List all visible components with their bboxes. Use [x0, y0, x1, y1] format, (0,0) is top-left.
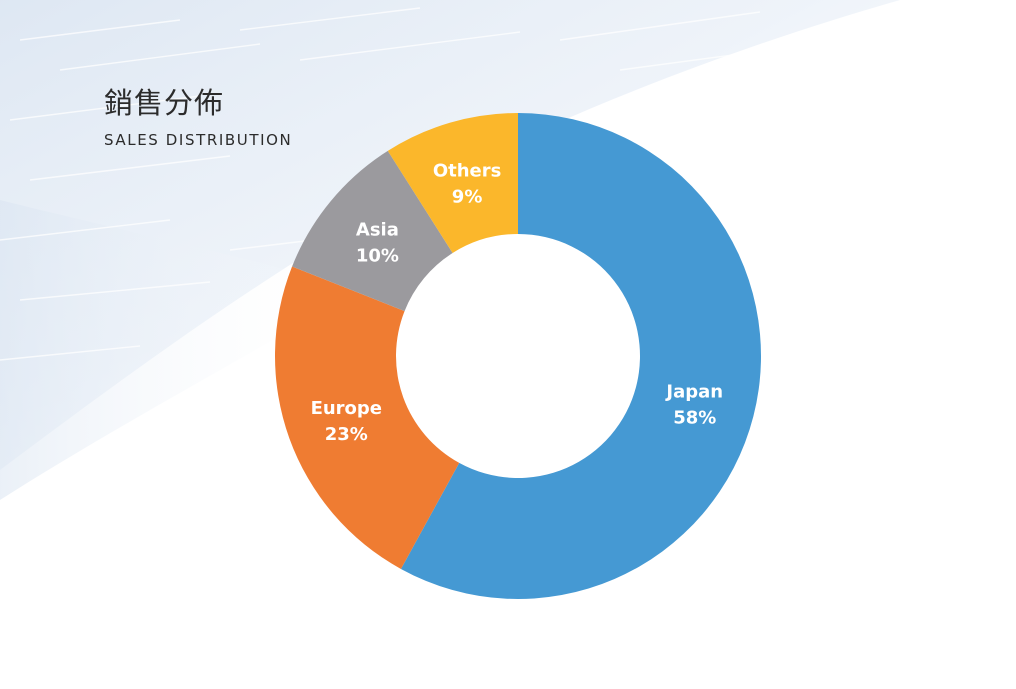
slice-asia: [292, 150, 453, 312]
slice-value-others: 9%: [452, 187, 483, 208]
slice-others: [387, 113, 518, 253]
slice-label-others: Others: [433, 161, 502, 182]
slice-japan: [400, 113, 761, 599]
slice-value-japan: 58%: [673, 407, 716, 428]
chart-title: 銷售分佈: [104, 86, 225, 120]
chart-subtitle: SALES DISTRIBUTION: [104, 130, 293, 149]
slice-label-asia: Asia: [356, 220, 399, 241]
slice-value-europe: 23%: [325, 424, 368, 445]
title-block: 銷售分佈 SALES DISTRIBUTION: [104, 86, 292, 149]
slice-label-japan: Japan: [664, 381, 723, 402]
slice-europe: [274, 266, 460, 569]
slice-label-europe: Europe: [311, 398, 382, 419]
slice-value-asia: 10%: [356, 246, 399, 267]
